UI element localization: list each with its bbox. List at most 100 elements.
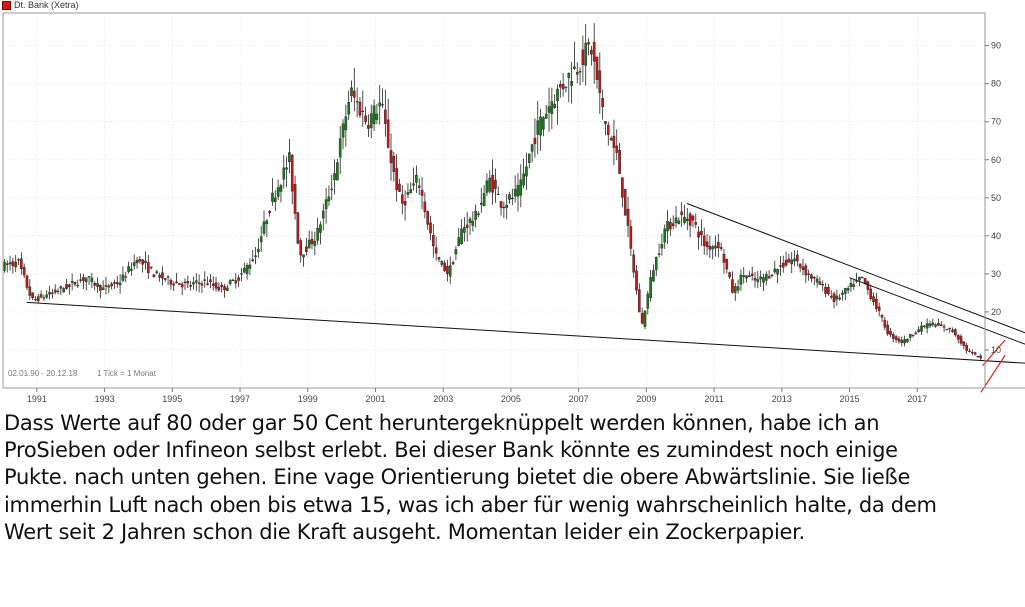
x-tick-label: 2003 [433,394,453,404]
caption-line: ProSieben oder Infineon selbst erlebt. B… [4,438,898,463]
candle-body [45,294,49,298]
candle-body [84,277,88,283]
candle-body [604,121,607,124]
candle-body [824,286,827,294]
candle-body [70,280,74,283]
candle-body [765,274,768,281]
candle-body [798,263,802,268]
candle-body [491,174,494,193]
candle-body [330,188,334,190]
candle-body [214,282,218,289]
candle-body [849,283,853,288]
candle-body [271,192,274,202]
candle-body [612,135,616,148]
candle-body [725,258,729,270]
candle-body [694,222,698,225]
candle-body [787,258,791,263]
candle-body [691,215,695,221]
candle-body [542,117,545,130]
candle-body [883,319,887,328]
candle-body [381,104,384,106]
candle-body [886,324,889,335]
candle-body [505,204,508,208]
candle-body [115,282,119,285]
trendline [26,301,1025,364]
candle-body [39,294,43,298]
candle-body [911,334,915,336]
candle-body [147,262,150,274]
y-tick-label: 20 [991,307,1001,317]
candle-body [268,211,271,213]
candle-body [739,274,743,285]
candle-body [702,235,706,246]
candle-body [375,113,379,120]
candle-body [959,336,963,344]
x-tick-label: 1993 [95,394,115,404]
candle-body [762,277,765,283]
candle-body [722,253,726,263]
candle-body [25,275,29,288]
caption-line: Dass Werte auf 80 oder gar 50 Cent herun… [4,411,880,435]
candle-body [22,266,26,276]
candle-body [829,295,833,298]
candle-body [663,228,667,243]
caption-line: Pukte. nach unten gehen. Eine vage Orien… [4,465,911,490]
candle-body [194,280,198,283]
candle-body [731,279,734,293]
y-tick-label: 90 [991,41,1001,51]
candle-body [285,167,288,170]
candle-body [559,84,562,88]
candle-body [296,212,300,244]
candle-body [384,109,387,124]
candle-body [406,192,410,195]
candle-body [657,253,661,255]
candle-body [708,245,712,250]
x-tick-label: 2011 [704,394,723,404]
candle-body [530,144,534,152]
candle-body [358,101,362,116]
candle-body [369,113,373,129]
candle-body [914,332,918,334]
candle-body [934,324,937,327]
candle-body [561,83,565,90]
candle-body [257,248,260,253]
candle-body [93,283,97,286]
candle-body [801,266,805,270]
trendline [849,277,1025,345]
candle-body [937,323,940,326]
candle-body [875,298,878,309]
candle-body [477,213,480,216]
y-tick-label: 10 [991,345,1001,355]
candle-body [638,289,641,313]
candle-body [206,283,209,285]
candle-body [305,246,308,252]
candle-body [962,341,966,346]
chart-legend: Dt. Bank (Xetra) [2,0,79,10]
caption-line: immerhin Luft nach oben bis etwa 15, was… [4,492,937,517]
candle-body [643,310,647,327]
candle-body [939,324,943,327]
candle-body [389,150,393,164]
candle-body [539,116,542,136]
candle-body [846,288,850,291]
candle-body [141,259,144,265]
candle-body [671,223,675,227]
candle-body [917,329,920,332]
candle-body [750,273,754,277]
candle-body [169,279,173,285]
candle-body [338,138,342,158]
candle-body [457,237,461,246]
candle-body [347,102,350,115]
candle-body [333,173,336,181]
candle-body [889,330,892,335]
candle-body [73,281,77,285]
candle-body [550,101,554,115]
candle-body [192,282,195,285]
candle-body [578,71,582,73]
candle-body [423,201,427,212]
candle-body [231,279,235,282]
candle-body [31,292,34,299]
candle-body [392,156,396,172]
y-tick-label: 30 [991,269,1001,279]
candle-body [161,272,164,279]
